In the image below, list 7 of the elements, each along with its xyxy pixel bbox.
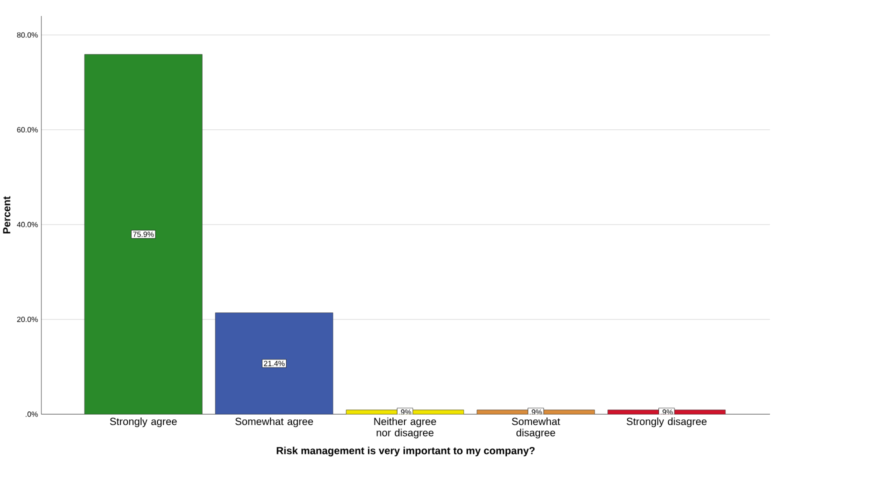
x-tick-label: Neither agree nor disagree [374, 417, 436, 438]
y-axis-title: Percent [3, 196, 10, 234]
x-tick-label: Strongly disagree [626, 417, 707, 428]
x-tick-label: Strongly agree [110, 417, 177, 428]
x-tick-label: Somewhat agree [235, 417, 314, 428]
x-axis-title: Risk management is very important to my company? [276, 446, 535, 456]
x-tick-label: Somewhat disagree [512, 417, 560, 438]
